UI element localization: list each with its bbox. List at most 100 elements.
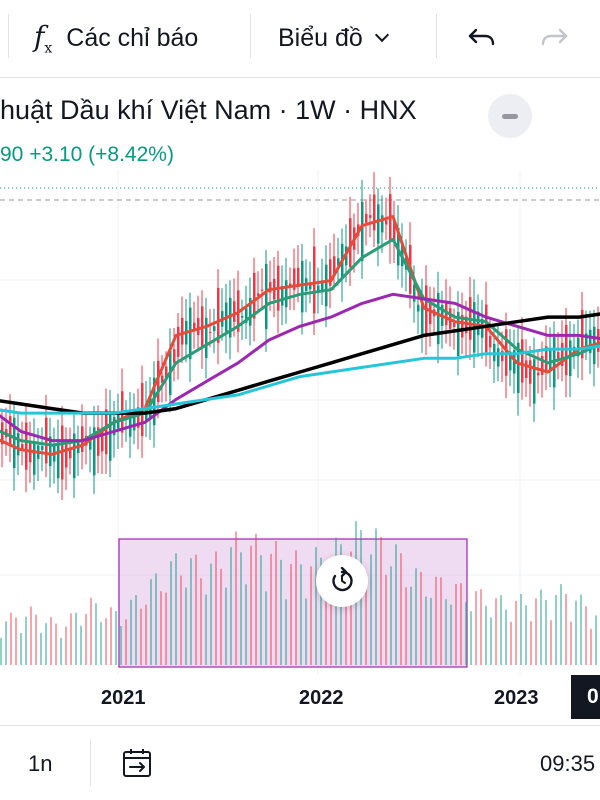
volume-bar: [470, 611, 472, 665]
volume-bar: [330, 562, 332, 665]
volume-bar: [480, 589, 482, 665]
candle-body: [597, 329, 600, 352]
volume-bar: [300, 564, 302, 665]
volume-bar: [15, 617, 17, 665]
volume-bar: [530, 621, 532, 665]
volume-bar: [515, 600, 517, 665]
candle-body: [429, 301, 432, 324]
fx-icon: fx: [34, 19, 53, 57]
indicators-button[interactable]: fx Các chỉ báo: [34, 16, 198, 60]
candle-body: [577, 337, 580, 357]
volume-bar: [40, 633, 42, 665]
bottom-bar: 1n 09:35: [0, 725, 600, 800]
volume-bar: [200, 578, 202, 665]
toolbar-divider: [436, 14, 437, 58]
go-to-date-button[interactable]: [121, 746, 155, 786]
candle-body: [213, 326, 216, 331]
candle-body: [9, 416, 12, 445]
volume-bar: [350, 551, 352, 665]
candle-body: [41, 446, 44, 450]
volume-bar: [105, 618, 107, 665]
candle-body: [549, 349, 552, 371]
candle-body: [325, 264, 328, 307]
volume-bar: [225, 587, 227, 665]
candle-body: [365, 213, 368, 223]
candle-body: [49, 436, 52, 467]
candle-body: [501, 350, 504, 362]
candle-body: [137, 407, 140, 428]
candle-body: [205, 317, 208, 358]
candle-body: [269, 282, 272, 293]
candle-body: [109, 412, 112, 461]
collapse-legend-button[interactable]: [488, 94, 532, 138]
price-chart[interactable]: [0, 170, 600, 675]
volume-bar: [250, 545, 252, 665]
volume-bar: [295, 550, 297, 665]
volume-bar: [170, 561, 172, 665]
candle-body: [25, 422, 28, 470]
volume-bar: [100, 622, 102, 665]
volume-bar: [590, 628, 592, 665]
candle-body: [229, 297, 232, 338]
calendar-arrow-icon: [123, 749, 151, 777]
volume-bar: [345, 579, 347, 665]
volume-bar: [495, 598, 497, 665]
volume-bar: [205, 594, 207, 665]
volume-bar: [585, 606, 587, 665]
candle-body: [337, 258, 340, 266]
volume-bar: [30, 606, 32, 665]
volume-bar: [240, 552, 242, 665]
interval-button[interactable]: 1n: [28, 751, 53, 776]
volume-bar: [65, 626, 67, 665]
undo-button[interactable]: [466, 16, 498, 60]
candle-body: [173, 349, 176, 363]
volume-bar: [400, 553, 402, 665]
candle-body: [349, 218, 352, 268]
moving-average-line-5: [0, 344, 600, 415]
volume-bar: [500, 595, 502, 665]
chart-type-button[interactable]: Biểu đồ: [278, 16, 389, 60]
volume-bar: [10, 612, 12, 665]
candle-body: [209, 331, 212, 333]
price-change: 90 +3.10 (+8.42%): [0, 143, 174, 166]
candle-body: [581, 310, 584, 359]
volume-bar: [230, 547, 232, 665]
candle-body: [245, 308, 248, 323]
clock-time: 09:35: [540, 751, 596, 776]
volume-bar: [365, 572, 367, 665]
current-time-badge: 0: [571, 675, 600, 719]
volume-bar: [235, 531, 237, 665]
volume-bar: [260, 555, 262, 665]
volume-bar: [180, 575, 182, 665]
volume-bar: [475, 591, 477, 665]
candle-body: [537, 372, 540, 376]
volume-bar: [130, 599, 132, 665]
candle-body: [97, 427, 100, 456]
volume-bar: [135, 595, 137, 665]
candle-body: [313, 246, 316, 314]
volume-bar: [190, 558, 192, 665]
volume-bar: [440, 577, 442, 665]
volume-bar: [450, 604, 452, 665]
candle-body: [385, 220, 388, 225]
volume-bar: [540, 589, 542, 665]
volume-bar: [285, 599, 287, 665]
moving-average-line-2: [0, 237, 600, 447]
selection-range: [118, 538, 468, 668]
reset-chart-button[interactable]: [316, 555, 368, 607]
candle-body: [457, 312, 460, 356]
volume-bar: [325, 592, 327, 665]
volume-bar: [280, 559, 282, 665]
volume-bar: [160, 591, 162, 665]
volume-bar: [55, 623, 57, 665]
minus-icon: [502, 113, 518, 119]
volume-bar: [175, 553, 177, 665]
volume-bar: [575, 600, 577, 665]
candle-body: [233, 301, 236, 322]
redo-button[interactable]: [538, 16, 570, 60]
candle-body: [177, 326, 180, 357]
volume-bar: [115, 611, 117, 665]
volume-bar: [305, 598, 307, 665]
volume-bar: [25, 616, 27, 665]
candle-body: [65, 443, 68, 468]
